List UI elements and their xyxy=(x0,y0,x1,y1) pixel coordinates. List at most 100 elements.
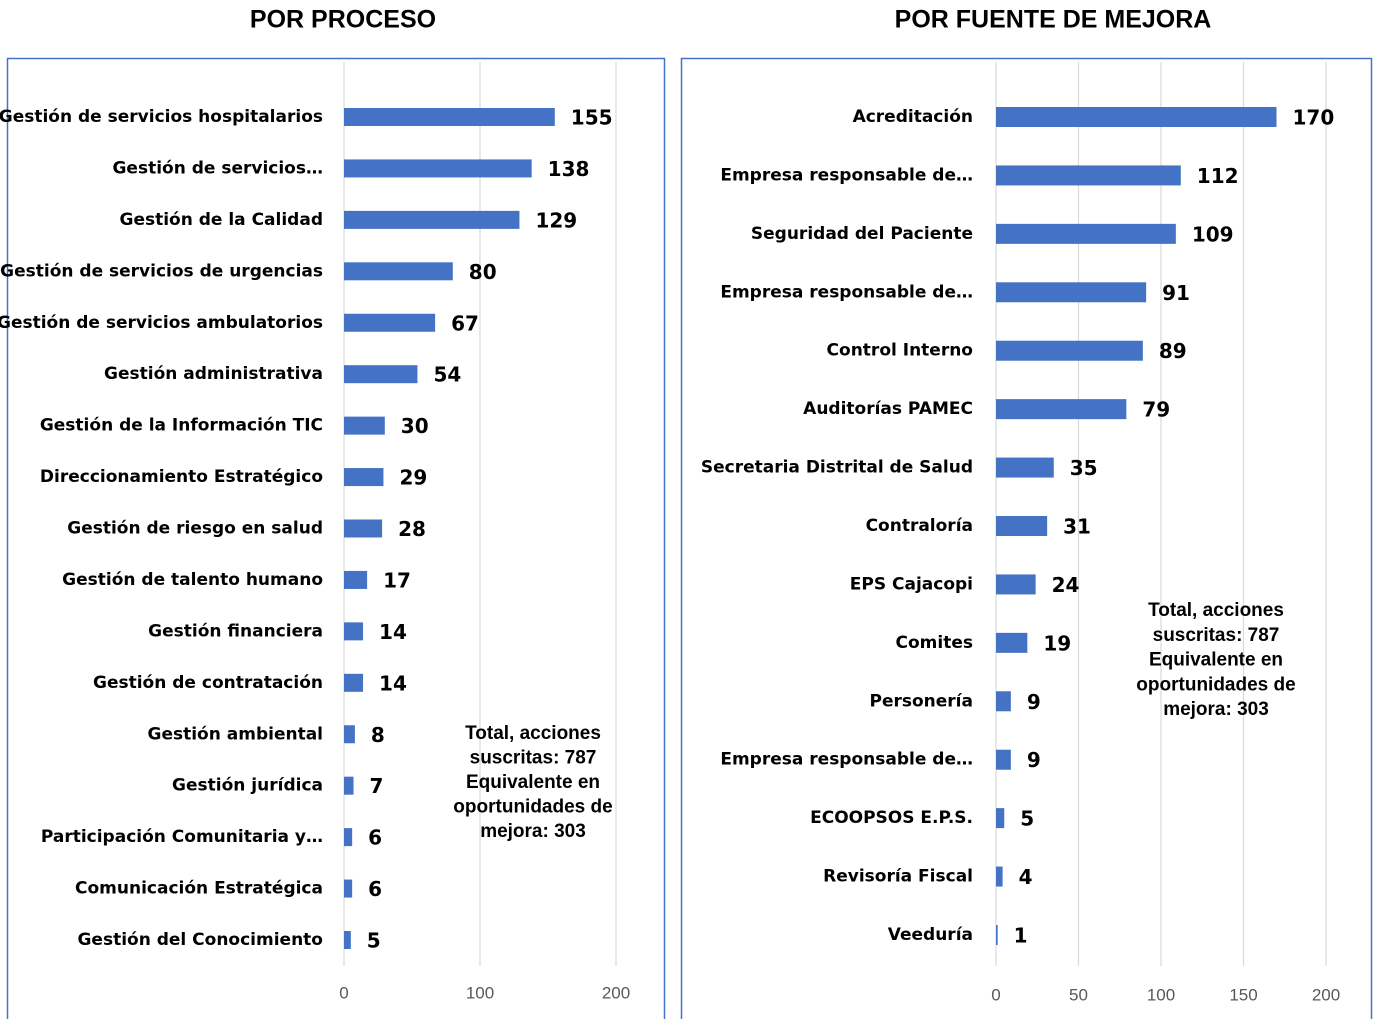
bar xyxy=(344,828,353,847)
bar xyxy=(344,673,364,692)
bar xyxy=(996,808,1005,829)
panel-border xyxy=(6,57,666,1019)
bar xyxy=(344,108,555,126)
data-label: 24 xyxy=(1052,573,1080,597)
y-tick-label: Gestión de contratación xyxy=(93,673,323,693)
bar xyxy=(996,107,1277,127)
bar xyxy=(344,725,355,744)
annotation: oportunidades de xyxy=(1136,674,1295,695)
annotation: suscritas: 787 xyxy=(1153,625,1280,646)
panel-border xyxy=(680,57,1373,1019)
y-tick-label: Gestión de talento humano xyxy=(62,570,323,590)
y-tick-label: Secretaria Distrital de Salud xyxy=(701,458,973,478)
x-tick-label: 0 xyxy=(339,983,348,1002)
bar xyxy=(344,210,520,229)
bar xyxy=(344,519,383,538)
annotation: mejora: 303 xyxy=(480,821,586,842)
bar xyxy=(344,622,364,641)
data-label: 67 xyxy=(451,311,479,335)
bar xyxy=(996,632,1028,653)
data-label: 112 xyxy=(1197,164,1239,188)
data-label: 17 xyxy=(383,568,411,592)
data-label: 5 xyxy=(1020,807,1034,831)
bar xyxy=(344,931,351,949)
data-label: 170 xyxy=(1293,106,1335,130)
bar xyxy=(996,574,1036,595)
annotation: suscritas: 787 xyxy=(470,748,597,769)
y-tick-label: Empresa responsable de… xyxy=(720,165,973,185)
x-tick-label: 100 xyxy=(1147,985,1175,1004)
bar xyxy=(996,282,1147,303)
y-tick-label: Acreditación xyxy=(853,107,973,127)
y-tick-label: Personería xyxy=(870,691,974,711)
annotation: oportunidades de xyxy=(453,797,612,818)
annotation: Total, acciones xyxy=(1148,600,1284,621)
y-tick-label: Revisoría Fiscal xyxy=(823,867,973,887)
bar xyxy=(344,159,532,178)
bar xyxy=(996,223,1176,244)
data-label: 129 xyxy=(535,208,577,232)
data-label: 54 xyxy=(433,363,461,387)
x-tick-label: 0 xyxy=(991,985,1000,1004)
data-label: 6 xyxy=(368,826,382,850)
y-tick-label: Gestión jurídica xyxy=(172,776,323,796)
bar xyxy=(996,516,1048,536)
bar xyxy=(996,691,1011,712)
x-tick-label: 100 xyxy=(466,983,494,1002)
data-label: 7 xyxy=(370,774,384,798)
y-tick-label: Contraloría xyxy=(866,516,973,536)
data-label: 1 xyxy=(1014,924,1028,948)
bar xyxy=(344,570,368,589)
y-tick-label: Gestión de la Calidad xyxy=(119,210,323,230)
data-label: 29 xyxy=(399,466,427,490)
y-tick-label: Direccionamiento Estratégico xyxy=(40,467,323,487)
annotation: mejora: 303 xyxy=(1163,699,1269,720)
y-tick-label: Gestión de servicios hospitalarios xyxy=(0,107,323,127)
x-tick-label: 50 xyxy=(1069,985,1088,1004)
y-tick-label: Gestión financiera xyxy=(148,621,323,641)
data-label: 155 xyxy=(571,106,613,130)
data-label: 5 xyxy=(367,929,381,953)
y-tick-label: Gestión ambiental xyxy=(148,724,324,744)
bar xyxy=(344,365,418,384)
y-tick-label: EPS Cajacopi xyxy=(850,574,973,594)
y-tick-label: Empresa responsable de… xyxy=(720,750,973,770)
y-tick-label: Comites xyxy=(896,633,973,653)
chart-title: POR PROCESO xyxy=(250,6,436,34)
data-label: 19 xyxy=(1043,631,1071,655)
bar xyxy=(996,749,1011,770)
y-tick-label: Veeduría xyxy=(888,925,973,945)
y-tick-label: Gestión de riesgo en salud xyxy=(67,519,323,539)
data-label: 14 xyxy=(379,620,407,644)
data-label: 91 xyxy=(1162,281,1190,305)
data-label: 89 xyxy=(1159,339,1187,363)
bar xyxy=(344,468,384,487)
x-tick-label: 200 xyxy=(602,983,630,1002)
y-tick-label: Participación Comunitaria y… xyxy=(41,827,323,847)
data-label: 28 xyxy=(398,517,426,541)
data-label: 35 xyxy=(1070,456,1098,480)
data-label: 138 xyxy=(548,157,590,181)
y-tick-label: Gestión de servicios ambulatorios xyxy=(0,313,323,333)
y-tick-label: Comunicación Estratégica xyxy=(75,879,323,899)
bar xyxy=(344,776,354,795)
x-tick-label: 150 xyxy=(1229,985,1257,1004)
bar xyxy=(996,399,1127,420)
bar xyxy=(344,416,385,435)
y-tick-label: Empresa responsable de… xyxy=(720,282,973,302)
data-label: 79 xyxy=(1142,398,1170,422)
y-tick-label: Auditorías PAMEC xyxy=(803,399,973,419)
y-tick-label: Seguridad del Paciente xyxy=(751,224,973,244)
bar xyxy=(996,340,1143,361)
annotation: Equivalente en xyxy=(466,772,600,793)
data-label: 80 xyxy=(469,260,497,284)
bar xyxy=(996,457,1054,478)
annotation: Total, acciones xyxy=(465,723,601,744)
data-label: 8 xyxy=(371,723,385,747)
data-label: 4 xyxy=(1019,865,1033,889)
bar xyxy=(996,165,1181,186)
bar xyxy=(996,866,1003,887)
bar xyxy=(344,262,453,281)
y-tick-label: Gestión administrativa xyxy=(104,364,323,384)
